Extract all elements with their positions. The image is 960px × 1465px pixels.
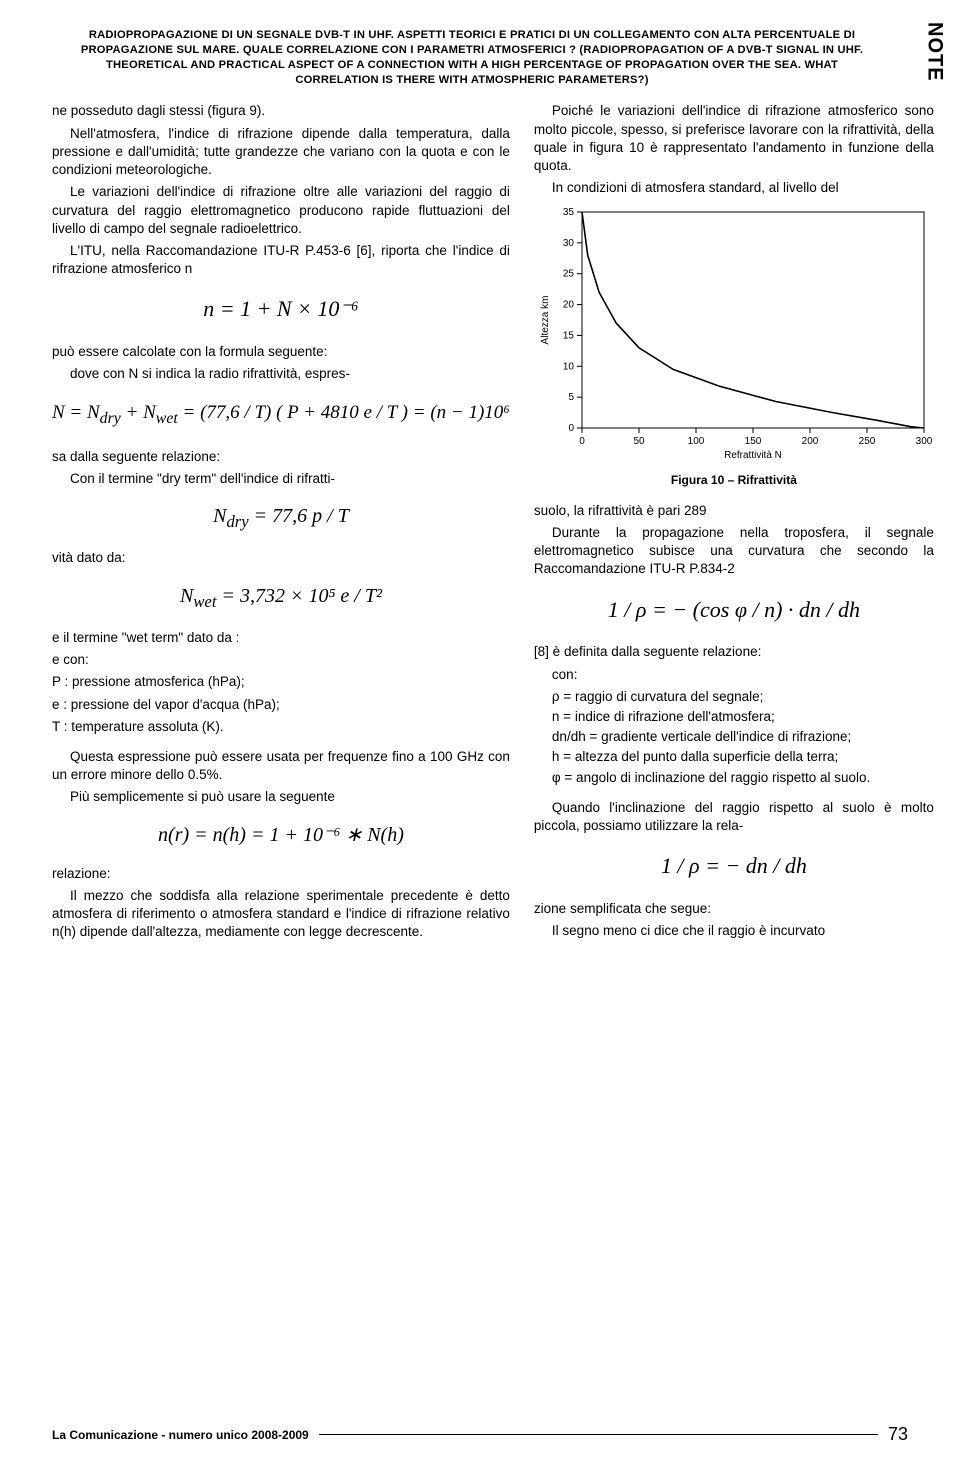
svg-text:5: 5	[568, 392, 574, 403]
svg-text:150: 150	[745, 436, 762, 447]
figure-10-chart: 0 50 100 150 200 250 300 0 5 10 15 20 25 30 35 Refratti…	[534, 204, 934, 464]
para: e con:	[52, 651, 510, 669]
para: In condizioni di atmosfera standard, al …	[534, 179, 934, 197]
para: Nell'atmosfera, l'indice di rifrazione d…	[52, 125, 510, 180]
para: zione semplificata che segue:	[534, 900, 934, 918]
para: ne posseduto dagli stessi (figura 9).	[52, 102, 510, 120]
para: può essere calcolate con la formula segu…	[52, 343, 510, 361]
para: Quando l'inclinazione del raggio rispett…	[534, 799, 934, 835]
svg-text:50: 50	[633, 436, 645, 447]
svg-text:250: 250	[859, 436, 876, 447]
svg-text:35: 35	[563, 207, 575, 218]
para: Le variazioni dell'indice di rifrazione …	[52, 183, 510, 238]
para: e : pressione del vapor d'acqua (hPa);	[52, 696, 510, 714]
equation-n: n = 1 + N × 10⁻⁶	[52, 294, 510, 325]
equation-Ndry: Ndry = 77,6 p / T	[52, 502, 510, 533]
left-column: ne posseduto dagli stessi (figura 9). Ne…	[52, 102, 510, 945]
para: e il termine "wet term" dato da :	[52, 629, 510, 647]
para: con:	[534, 666, 934, 684]
equation-rho: 1 / ρ = − (cos φ / n) · dn / dh	[534, 595, 934, 626]
para: Il segno meno ci dice che il raggio è in…	[534, 922, 934, 940]
svg-text:20: 20	[563, 299, 575, 310]
para: dove con N si indica la radio rifrattivi…	[52, 365, 510, 383]
para: P : pressione atmosferica (hPa);	[52, 673, 510, 691]
svg-text:10: 10	[563, 361, 575, 372]
svg-text:0: 0	[579, 436, 585, 447]
right-column: Poiché le variazioni dell'indice di rifr…	[534, 102, 934, 945]
equation-rho-simple: 1 / ρ = − dn / dh	[534, 851, 934, 882]
sidebar-label: NOTE	[922, 22, 946, 82]
svg-text:25: 25	[563, 268, 575, 279]
def: n = indice di rifrazione dell'atmosfera;	[552, 708, 934, 726]
figure-caption: Figura 10 – Rifrattività	[534, 472, 934, 488]
para: L'ITU, nella Raccomandazione ITU-R P.453…	[52, 242, 510, 278]
para: T : temperature assoluta (K).	[52, 718, 510, 736]
svg-text:15: 15	[563, 330, 575, 341]
para: Più semplicemente si può usare la seguen…	[52, 788, 510, 806]
page-footer: La Comunicazione - numero unico 2008-200…	[52, 1424, 908, 1445]
svg-text:Refrattività N: Refrattività N	[724, 450, 782, 461]
svg-text:300: 300	[916, 436, 933, 447]
two-column-body: ne posseduto dagli stessi (figura 9). Ne…	[52, 102, 908, 945]
svg-text:Altezza km: Altezza km	[540, 295, 551, 344]
svg-text:0: 0	[568, 423, 574, 434]
equation-nr: n(r) = n(h) = 1 + 10⁻⁶ ∗ N(h)	[52, 821, 510, 849]
para: Questa espressione può essere usata per …	[52, 748, 510, 784]
footer-rule	[319, 1434, 878, 1435]
svg-text:100: 100	[688, 436, 705, 447]
para: sa dalla seguente relazione:	[52, 448, 510, 466]
equation-Nwet: Nwet = 3,732 × 10⁵ e / T²	[52, 582, 510, 613]
para: Durante la propagazione nella troposfera…	[534, 524, 934, 579]
def: ρ = raggio di curvatura del segnale;	[552, 688, 934, 706]
page-number: 73	[888, 1424, 908, 1445]
para: Con il termine "dry term" dell'indice di…	[52, 470, 510, 488]
equation-N: N = Ndry + Nwet = (77,6 / T) ( P + 4810 …	[52, 400, 510, 430]
para: suolo, la rifrattività è pari 289	[534, 502, 934, 520]
page: NOTE RADIOPROPAGAZIONE DI UN SEGNALE DVB…	[0, 0, 960, 1465]
symbol-definitions: ρ = raggio di curvatura del segnale; n =…	[552, 688, 934, 787]
def: h = altezza del punto dalla superficie d…	[552, 748, 934, 766]
para: vità dato da:	[52, 549, 510, 567]
svg-text:30: 30	[563, 237, 575, 248]
svg-text:200: 200	[802, 436, 819, 447]
para: Poiché le variazioni dell'indice di rifr…	[534, 102, 934, 175]
para: relazione:	[52, 865, 510, 883]
running-header: RADIOPROPAGAZIONE DI UN SEGNALE DVB-T IN…	[52, 28, 908, 88]
def: φ = angolo di inclinazione del raggio ri…	[552, 769, 934, 787]
journal-name: La Comunicazione - numero unico 2008-200…	[52, 1428, 309, 1442]
para: Il mezzo che soddisfa alla relazione spe…	[52, 887, 510, 942]
def: dn/dh = gradiente verticale dell'indice …	[552, 728, 934, 746]
para: [8] è definita dalla seguente relazione:	[534, 643, 934, 661]
